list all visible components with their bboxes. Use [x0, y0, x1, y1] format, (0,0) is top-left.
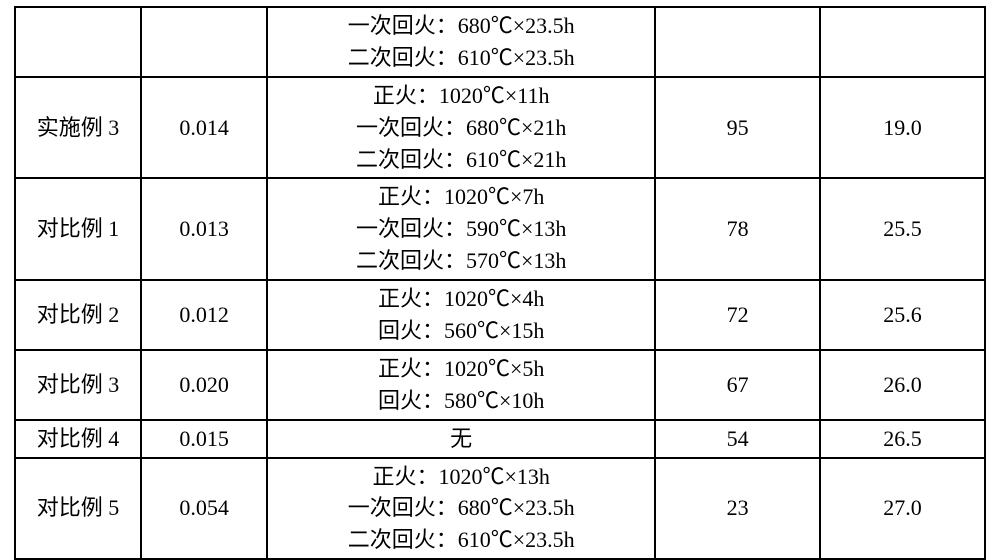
- cell-process: 正火：1020℃×13h一次回火：680℃×23.5h二次回火：610℃×23.…: [267, 458, 655, 560]
- cell-col4: 78: [655, 178, 820, 280]
- cell-col5: 19.0: [820, 77, 985, 179]
- cell-process: 正火：1020℃×5h回火：580℃×10h: [267, 350, 655, 420]
- cell-col5: 26.5: [820, 420, 985, 458]
- process-line: 一次回火：590℃×13h: [272, 213, 650, 245]
- cell-label: 对比例 1: [15, 178, 141, 280]
- cell-value: 0.013: [141, 178, 267, 280]
- table-row: 对比例 30.020正火：1020℃×5h回火：580℃×10h6726.0: [15, 350, 985, 420]
- table-row: 实施例 30.014正火：1020℃×11h一次回火：680℃×21h二次回火：…: [15, 77, 985, 179]
- process-line: 正火：1020℃×11h: [272, 80, 650, 112]
- cell-col4: 67: [655, 350, 820, 420]
- cell-col4: 54: [655, 420, 820, 458]
- table-row: 对比例 20.012正火：1020℃×4h回火：560℃×15h7225.6: [15, 280, 985, 350]
- process-line: 正火：1020℃×13h: [272, 461, 650, 493]
- cell-process: 正火：1020℃×7h一次回火：590℃×13h二次回火：570℃×13h: [267, 178, 655, 280]
- process-line: 二次回火：610℃×21h: [272, 144, 650, 176]
- cell-col4: 23: [655, 458, 820, 560]
- cell-col4: 72: [655, 280, 820, 350]
- cell-label: 对比例 4: [15, 420, 141, 458]
- table-row: 一次回火：680℃×23.5h二次回火：610℃×23.5h: [15, 7, 985, 77]
- cell-col4: [655, 7, 820, 77]
- cell-col5: [820, 7, 985, 77]
- table-row: 对比例 40.015无5426.5: [15, 420, 985, 458]
- cell-value: 0.015: [141, 420, 267, 458]
- cell-process: 正火：1020℃×11h一次回火：680℃×21h二次回火：610℃×21h: [267, 77, 655, 179]
- page: 一次回火：680℃×23.5h二次回火：610℃×23.5h实施例 30.014…: [0, 0, 1000, 546]
- process-line: 二次回火：570℃×13h: [272, 245, 650, 277]
- process-line: 一次回火：680℃×23.5h: [272, 10, 650, 42]
- cell-col5: 27.0: [820, 458, 985, 560]
- cell-label: 实施例 3: [15, 77, 141, 179]
- data-table: 一次回火：680℃×23.5h二次回火：610℃×23.5h实施例 30.014…: [14, 6, 986, 560]
- cell-label: 对比例 5: [15, 458, 141, 560]
- cell-process: 正火：1020℃×4h回火：560℃×15h: [267, 280, 655, 350]
- cell-col5: 25.6: [820, 280, 985, 350]
- cell-col5: 25.5: [820, 178, 985, 280]
- cell-label: 对比例 2: [15, 280, 141, 350]
- cell-label: [15, 7, 141, 77]
- process-line: 正火：1020℃×4h: [272, 283, 650, 315]
- process-line: 二次回火：610℃×23.5h: [272, 524, 650, 556]
- cell-col4: 95: [655, 77, 820, 179]
- process-line: 正火：1020℃×7h: [272, 181, 650, 213]
- process-line: 一次回火：680℃×21h: [272, 112, 650, 144]
- cell-value: 0.012: [141, 280, 267, 350]
- cell-value: 0.054: [141, 458, 267, 560]
- cell-value: 0.014: [141, 77, 267, 179]
- table-row: 对比例 10.013正火：1020℃×7h一次回火：590℃×13h二次回火：5…: [15, 178, 985, 280]
- cell-value: [141, 7, 267, 77]
- process-line: 一次回火：680℃×23.5h: [272, 492, 650, 524]
- cell-value: 0.020: [141, 350, 267, 420]
- process-line: 正火：1020℃×5h: [272, 353, 650, 385]
- cell-process: 无: [267, 420, 655, 458]
- process-line: 回火：580℃×10h: [272, 385, 650, 417]
- table-row: 对比例 50.054正火：1020℃×13h一次回火：680℃×23.5h二次回…: [15, 458, 985, 560]
- cell-label: 对比例 3: [15, 350, 141, 420]
- process-line: 回火：560℃×15h: [272, 315, 650, 347]
- cell-col5: 26.0: [820, 350, 985, 420]
- cell-process: 一次回火：680℃×23.5h二次回火：610℃×23.5h: [267, 7, 655, 77]
- process-line: 无: [272, 423, 650, 455]
- process-line: 二次回火：610℃×23.5h: [272, 42, 650, 74]
